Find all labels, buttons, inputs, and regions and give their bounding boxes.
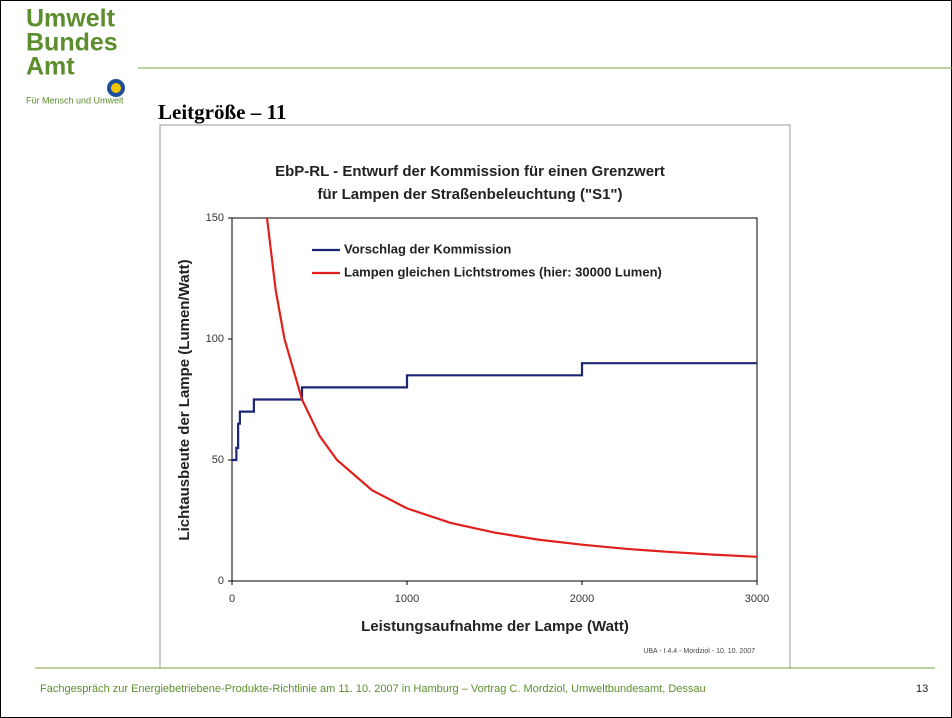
x-tick-label: 3000 (745, 593, 769, 605)
x-axis-title: Leistungsaufnahme der Lampe (Watt) (361, 618, 629, 635)
logo-icon (111, 83, 121, 93)
x-tick-label: 1000 (395, 593, 419, 605)
chart-title: EbP-RL - Entwurf der Kommission für eine… (275, 163, 665, 180)
y-tick-label: 150 (206, 212, 224, 224)
legend-label: Vorschlag der Kommission (344, 241, 511, 256)
y-axis-title: Lichtausbeute der Lampe (Lumen/Watt) (176, 259, 193, 540)
y-tick-label: 100 (206, 333, 224, 345)
legend-label: Lampen gleichen Lichtstromes (hier: 3000… (344, 264, 662, 279)
logo-line: Umwelt (26, 5, 116, 33)
plot-area (231, 217, 758, 582)
series-line (232, 362, 757, 462)
chart-title: für Lampen der Straßenbeleuchtung ("S1") (317, 186, 622, 203)
page-number: 13 (916, 683, 928, 695)
logo-line: Bundes (26, 29, 118, 57)
logo-tagline: Für Mensch und Umwelt (26, 95, 124, 105)
x-tick-label: 2000 (570, 593, 594, 605)
logo-line: Amt (26, 53, 75, 81)
y-tick-label: 50 (212, 454, 224, 466)
y-tick-label: 0 (218, 575, 224, 587)
slide-title: Leitgröße – 11 (158, 100, 286, 124)
footer-text: Fachgespräch zur Energiebetriebene-Produ… (40, 683, 706, 695)
series-line (265, 218, 757, 558)
credit: UBA - I 4.4 - Mordziol - 10. 10. 2007 (643, 648, 755, 655)
x-tick-label: 0 (229, 593, 235, 605)
